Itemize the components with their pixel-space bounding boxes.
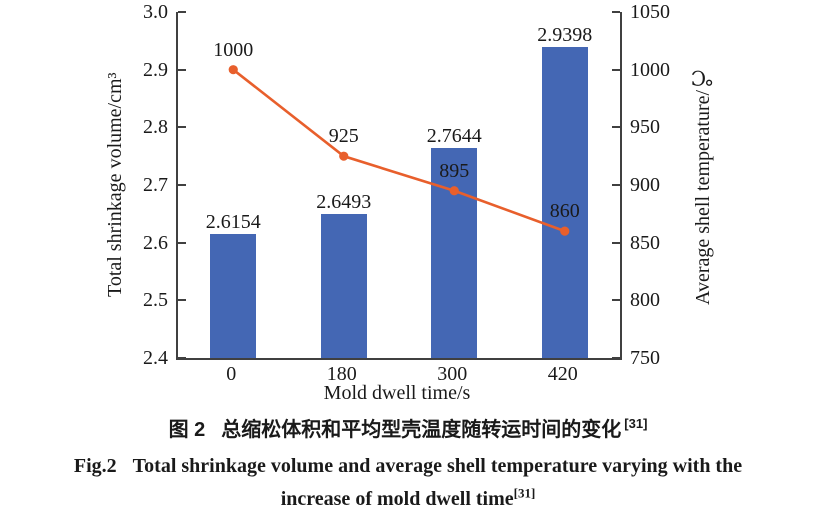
bar-420 [541, 46, 588, 358]
left-axis-tick-label: 2.5 [143, 289, 168, 312]
right-axis-tick [612, 299, 620, 302]
right-axis-tick-label: 750 [630, 347, 660, 369]
x-axis-tick-label: 0 [226, 363, 237, 385]
temperature-value-label: 895 [439, 159, 470, 182]
temperature-value-label: 1000 [213, 38, 254, 61]
caption-en-text-line1: Total shrinkage volume and average shell… [132, 455, 743, 477]
right-axis-tick-label: 1000 [630, 58, 670, 81]
temperature-point [339, 151, 349, 161]
temperature-line [228, 65, 570, 236]
temperature-line-path [232, 68, 566, 233]
right-axis-tick [612, 241, 620, 244]
figure-number-en: Fig.2 [73, 455, 117, 477]
bar-value-label: 2.6493 [316, 191, 372, 214]
left-axis-tick [178, 68, 186, 71]
left-axis-tick [178, 11, 186, 13]
left-axis-tick-label: 2.6 [143, 231, 168, 254]
x-axis-tick-label: 300 [437, 363, 468, 385]
left-axis-tick [178, 357, 186, 359]
left-axis-tick-label: 3.0 [143, 1, 168, 23]
left-axis-tick [178, 241, 186, 244]
caption-english-line2: increase of mold dwell time[31] [0, 485, 816, 513]
left-axis-tick-label: 2.7 [143, 174, 168, 196]
right-axis-tick [612, 11, 620, 13]
right-axis-tick-label: 800 [630, 289, 660, 312]
caption-english-line1: Fig.2 Total shrinkage volume and average … [0, 452, 816, 480]
left-axis-tick [178, 126, 186, 129]
right-axis-tick [612, 68, 620, 71]
right-axis-tick [612, 184, 620, 186]
temperature-value-label: 860 [549, 200, 580, 223]
bar-180 [320, 214, 367, 358]
right-axis-tick-label: 900 [630, 174, 660, 196]
x-axis-title: Mold dwell time/s [323, 382, 471, 404]
right-axis-tick-label: 950 [630, 116, 660, 139]
x-axis-tick-label: 420 [547, 363, 578, 385]
temperature-point [449, 186, 459, 196]
left-axis-tick [178, 184, 186, 186]
right-axis-tick [612, 357, 620, 359]
temperature-point [228, 65, 238, 75]
right-axis-tick-label: 850 [630, 231, 660, 254]
citation-ref-en: [31] [513, 485, 536, 501]
temperature-value-label: 925 [328, 125, 359, 148]
bar-value-label: 2.9398 [537, 23, 593, 46]
temperature-point [560, 226, 570, 236]
right-axis-tick [612, 126, 620, 129]
caption-zh-text: 总缩松体积和平均型壳温度随转运时间的变化 [221, 419, 622, 441]
left-axis-tick-label: 2.8 [143, 116, 168, 139]
x-axis-tick-label: 180 [326, 363, 357, 385]
bar-value-label: 2.6154 [205, 210, 261, 233]
bar-300 [431, 147, 478, 358]
shrinkage-temperature-chart: 2.6154 2.6493 2.7644 2.9398 1000 925 895 860 To… [104, 1, 714, 404]
bar-0 [210, 233, 257, 358]
right-axis-tick-label: 1050 [630, 1, 670, 23]
caption-en-text-line2: increase of mold dwell time [280, 488, 514, 510]
left-axis-tick [178, 299, 186, 302]
figure-number-zh: 图 2 [168, 419, 206, 441]
caption-chinese: 图 2 总缩松体积和平均型壳温度随转运时间的变化 [31] [0, 416, 816, 444]
citation-ref-zh: [31] [624, 416, 648, 432]
bar-value-label: 2.7644 [426, 124, 482, 147]
left-axis-tick-label: 2.4 [143, 347, 168, 369]
left-axis-tick-label: 2.9 [143, 58, 168, 81]
plot-area: 2.6154 2.6493 2.7644 2.9398 1000 925 895 860 [176, 11, 622, 360]
